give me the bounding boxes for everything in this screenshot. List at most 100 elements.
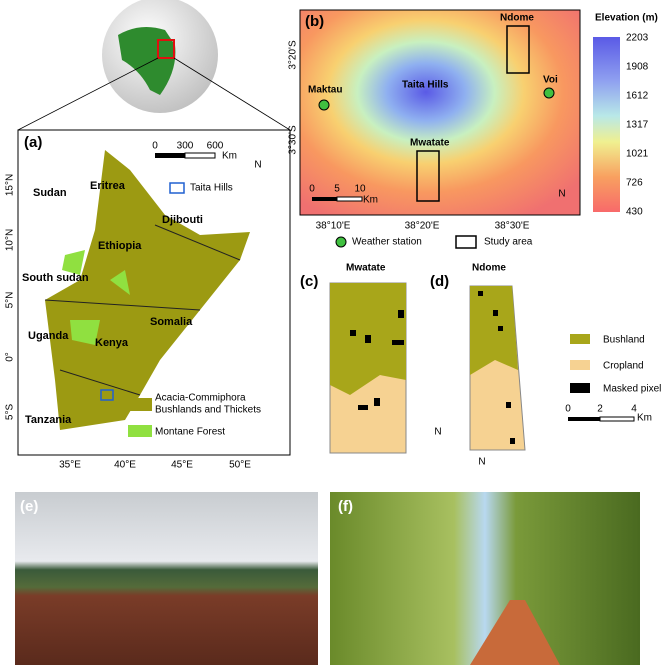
scale-bar	[336, 196, 363, 202]
colorbar-label: 1612	[626, 91, 649, 102]
legend-swatch	[128, 398, 152, 411]
legend-swatch	[455, 235, 477, 249]
lon-label: 50°E	[229, 460, 251, 471]
legend-label: Acacia-Commiphora	[155, 393, 246, 404]
elevation-map	[299, 9, 581, 216]
scale-unit: Km	[222, 151, 237, 162]
scale-label: 600	[207, 141, 224, 152]
lat-label: 5°S	[5, 404, 16, 421]
legend-label: Masked pixel	[603, 384, 661, 395]
legend-swatch	[128, 425, 152, 437]
scale-label: 5	[334, 184, 340, 195]
scale-bar	[155, 153, 185, 158]
place: Taita Hills	[402, 80, 449, 91]
lon-label: 45°E	[171, 460, 193, 471]
panel-label: (f)	[338, 498, 353, 515]
taita-box	[100, 389, 114, 401]
colorbar-label: 2203	[626, 33, 649, 44]
lon-label: 38°10'E	[316, 221, 351, 232]
legend-swatch	[335, 236, 347, 248]
colorbar	[593, 37, 620, 212]
photo-f	[330, 492, 640, 665]
legend-label: Montane Forest	[155, 427, 225, 438]
leader	[173, 57, 291, 131]
country: Kenya	[95, 337, 129, 349]
country: Uganda	[28, 330, 69, 342]
country: Somalia	[150, 316, 193, 328]
study-area	[506, 25, 530, 74]
legend-swatch	[169, 182, 185, 194]
lat-label: 10°N	[5, 229, 16, 251]
panel-label: (d)	[430, 273, 449, 290]
lat-label: 3°30'S	[288, 125, 299, 155]
colorbar-label: 430	[626, 207, 643, 218]
colorbar-label: 1908	[626, 62, 649, 73]
borders	[44, 224, 241, 396]
lat-label: 0°	[5, 352, 16, 362]
panel-label: (e)	[20, 498, 38, 515]
scale-unit: Km	[637, 413, 652, 424]
scale-label: 0	[565, 404, 571, 415]
photo-e	[15, 492, 318, 665]
lon-label: 38°20'E	[405, 221, 440, 232]
country: Tanzania	[25, 414, 72, 426]
colorbar-ticks: 2203 1908 1612 1317 1021 726 430	[626, 33, 649, 218]
place: Voi	[543, 75, 558, 86]
scale-label: 4	[631, 404, 637, 415]
inset-box	[157, 39, 175, 59]
panel-label: (a)	[24, 134, 42, 151]
place: Ndome	[500, 13, 534, 24]
panel-title: Mwatate	[346, 263, 386, 274]
scale-label: 0	[309, 184, 315, 195]
colorbar-title: Elevation (m)	[595, 13, 658, 24]
colorbar-label: 726	[626, 178, 643, 189]
legend-swatch	[570, 383, 590, 393]
scale-unit: Km	[363, 195, 378, 206]
north: N	[478, 457, 485, 468]
lat-label: 5°N	[5, 292, 16, 309]
panel-label: (b)	[305, 13, 324, 30]
study-area	[416, 150, 440, 202]
country: South sudan	[22, 272, 89, 284]
colorbar-label: 1317	[626, 120, 649, 131]
north: N	[254, 160, 261, 171]
legend-swatch	[570, 334, 590, 344]
country: Eritrea	[90, 180, 126, 192]
country: Sudan	[33, 187, 67, 199]
lon-label: 35°E	[59, 460, 81, 471]
place: Mwatate	[410, 138, 450, 149]
leader	[17, 57, 159, 131]
scale-bar	[312, 197, 337, 201]
scale-bar	[599, 416, 635, 422]
north: N	[434, 427, 441, 438]
scale-label: 0	[152, 141, 158, 152]
bushland	[470, 286, 518, 375]
lon-label: 40°E	[114, 460, 136, 471]
north: N	[558, 189, 565, 200]
scale-label: 300	[177, 141, 194, 152]
legend-label: Bushland	[603, 335, 645, 346]
africa	[118, 26, 176, 96]
legend-label: Study area	[484, 237, 533, 248]
legend-label: Cropland	[603, 361, 644, 372]
colorbar-label: 1021	[626, 149, 649, 160]
legend-swatch	[570, 360, 590, 370]
legend-label: Taita Hills	[190, 183, 233, 194]
montane-forest	[62, 250, 130, 345]
scale-label: 2	[597, 404, 603, 415]
country: Djibouti	[162, 214, 203, 226]
scale-bar	[184, 152, 216, 159]
place: Maktau	[308, 85, 342, 96]
scale-label: 10	[354, 184, 366, 195]
lon-label: 38°30'E	[495, 221, 530, 232]
weather-station	[318, 99, 330, 111]
country: Ethiopia	[98, 240, 142, 252]
road	[470, 600, 560, 665]
panel-title: Ndome	[472, 263, 506, 274]
legend-label: Bushlands and Thickets	[155, 405, 261, 416]
lat-label: 3°20'S	[288, 40, 299, 70]
lat-label: 15°N	[5, 174, 16, 196]
scale-bar	[568, 417, 600, 421]
